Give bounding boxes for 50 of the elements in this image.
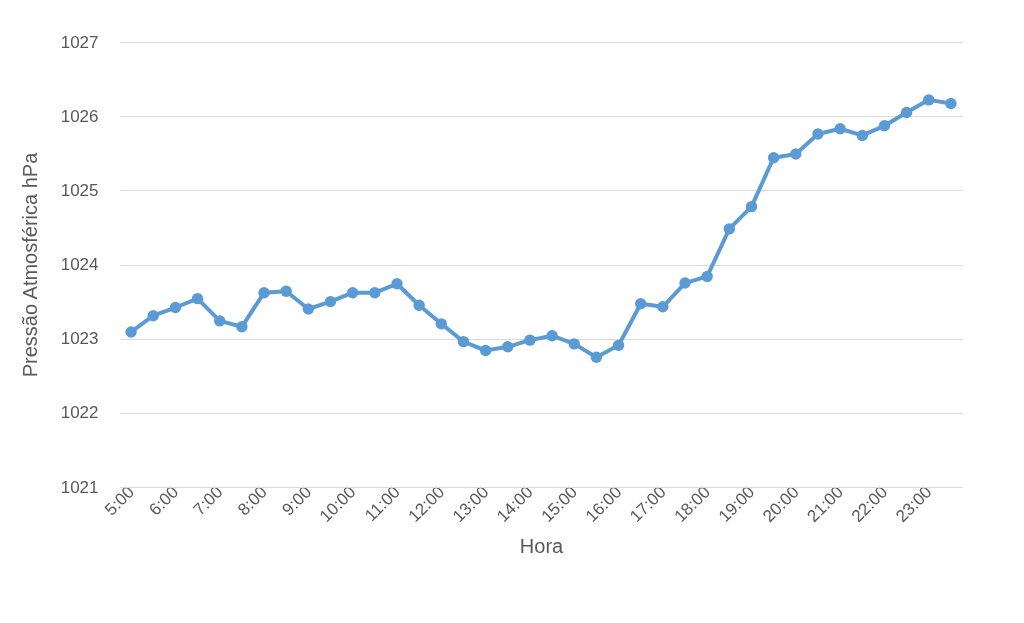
y-tick-label: 1026 [60,106,99,126]
point [812,128,824,140]
point [723,223,736,235]
y-axis-title: Pressão Atmosférica hPa [18,151,41,378]
point [369,286,381,299]
point [856,129,868,142]
point [568,338,580,350]
point [546,330,558,342]
point [701,270,713,283]
point [324,295,337,308]
point [923,94,935,106]
point [435,318,447,330]
y-tick-label: 1022 [60,403,99,423]
point [191,292,204,305]
point [457,335,470,348]
y-tick-label: 1021 [60,477,99,497]
point [834,123,846,135]
y-tick-label: 1023 [60,329,99,349]
point [236,321,248,333]
y-tick-label: 1027 [60,32,99,52]
point [479,344,492,357]
x-axis-title: Hora [519,535,565,558]
point [945,97,957,110]
point [502,341,514,353]
point [280,285,292,297]
point [657,301,669,313]
point [878,120,891,132]
point [679,277,691,289]
point [214,315,226,327]
point [302,303,315,315]
x-tick-label: 6:00 [145,482,183,520]
point [346,286,359,299]
point [635,298,647,310]
y-tick-label: 1025 [60,180,99,200]
point [524,334,536,346]
point [612,339,625,352]
x-tick-label: 7:00 [189,482,227,520]
point [900,106,913,119]
point [258,286,270,299]
point [745,200,758,213]
y-tick-label: 1024 [60,255,99,274]
x-tick-label: 9:00 [278,482,316,520]
point [391,278,403,290]
point [590,351,603,363]
point [125,326,137,338]
point [147,309,159,322]
point [413,299,425,311]
point [790,148,802,160]
point [767,152,780,164]
point [169,301,182,314]
